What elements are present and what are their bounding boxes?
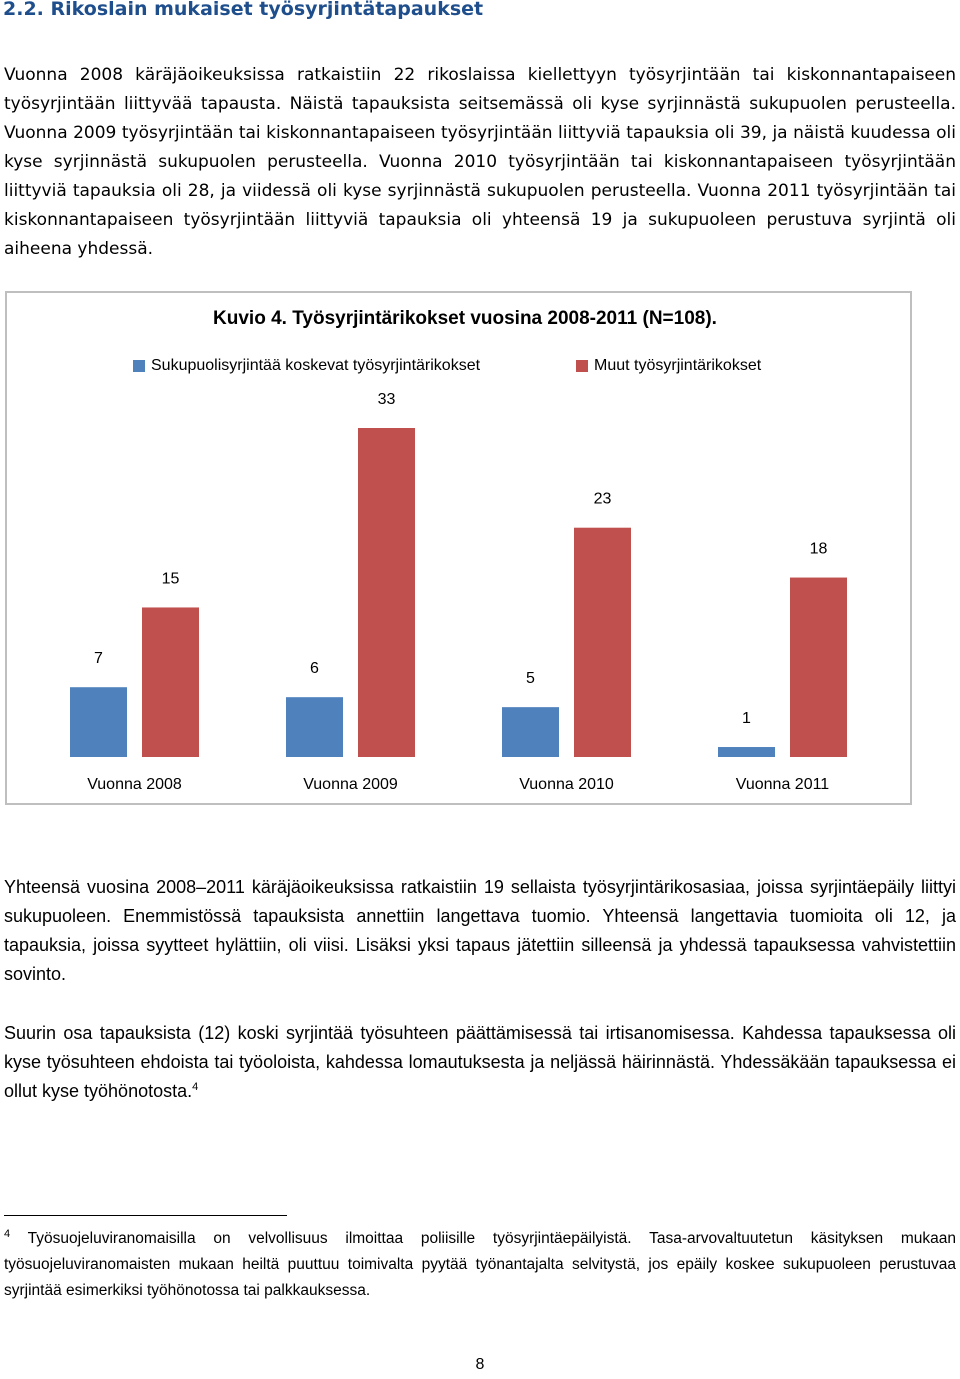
bar-chart: 7 15 Vuonna 2008 6 33 Vuonna 2009 5 23 Vuonna 20… xyxy=(70,391,847,793)
bar-series-1-2 xyxy=(286,697,343,757)
data-label-series-2-2: 33 xyxy=(378,391,396,408)
legend-swatch-series-2 xyxy=(576,360,588,372)
body-paragraph-3-text: Suurin osa tapauksista (12) koski syrjin… xyxy=(4,1023,956,1101)
legend-item-series-2: Muut työsyrjintärikokset xyxy=(576,357,761,375)
bar-series-2-3 xyxy=(574,527,631,757)
body-paragraph-3: Suurin osa tapauksista (12) koski syrjin… xyxy=(4,1019,956,1106)
footnote-number: 4 xyxy=(4,1227,11,1240)
footnote-reference: 4 xyxy=(192,1081,199,1093)
category-label-2: Vuonna 2009 xyxy=(303,776,398,793)
category-label-1: Vuonna 2008 xyxy=(87,776,182,793)
footnote-text: Työsuojeluviranomaisilla on velvollisuus… xyxy=(4,1230,956,1299)
data-label-series-1-3: 5 xyxy=(526,670,535,687)
data-label-series-2-4: 18 xyxy=(810,541,828,558)
bar-series-1-1 xyxy=(70,687,127,757)
chart-title: Kuvio 4. Työsyrjintärikokset vuosina 200… xyxy=(213,308,717,329)
bar-series-2-4 xyxy=(790,577,847,757)
bar-series-2-2 xyxy=(358,428,415,757)
section-heading: 2.2. Rikoslain mukaiset työsyrjintätapau… xyxy=(3,0,484,20)
data-label-series-2-3: 23 xyxy=(594,491,612,508)
legend-label-series-2: Muut työsyrjintärikokset xyxy=(594,357,762,374)
bar-series-1-3 xyxy=(502,707,559,757)
legend-label-series-1: Sukupuolisyrjintää koskevat työsyrjintär… xyxy=(151,357,481,374)
data-label-series-1-4: 1 xyxy=(742,710,751,727)
category-label-3: Vuonna 2010 xyxy=(519,776,614,793)
page-number: 8 xyxy=(475,1356,485,1373)
footnote-separator xyxy=(4,1215,287,1216)
body-paragraph-1: Vuonna 2008 käräjäoikeuksissa ratkaistii… xyxy=(4,65,956,259)
category-label-4: Vuonna 2011 xyxy=(736,776,830,793)
footnote: 4 Työsuojeluviranomaisilla on velvollisu… xyxy=(4,1226,956,1304)
data-label-series-1-1: 7 xyxy=(94,650,103,667)
bar-series-1-4 xyxy=(718,747,775,757)
data-label-series-2-1: 15 xyxy=(162,570,180,587)
bar-series-2-1 xyxy=(142,607,199,757)
legend-swatch-series-1 xyxy=(133,360,145,372)
body-paragraph-2: Yhteensä vuosina 2008–2011 käräjäoikeuks… xyxy=(4,877,956,984)
legend-item-series-1: Sukupuolisyrjintää koskevat työsyrjintär… xyxy=(133,357,480,375)
data-label-series-1-2: 6 xyxy=(310,660,319,677)
